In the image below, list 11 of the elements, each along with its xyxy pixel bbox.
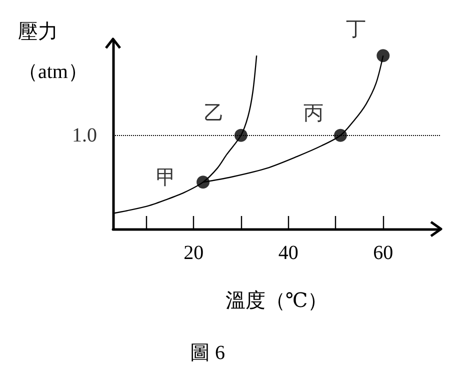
- caption: 圖 6: [190, 342, 225, 364]
- x-tick-label: 20: [184, 242, 204, 264]
- annotation: 乙: [204, 102, 224, 124]
- x-tick-label: 60: [373, 242, 394, 264]
- annotation: 丁: [346, 18, 366, 41]
- x-tick-label: 40: [278, 242, 298, 264]
- annotation: 甲: [156, 167, 176, 190]
- x-axis-title: 溫度（℃）: [225, 290, 328, 312]
- text: 1.0: [72, 124, 97, 146]
- annotation: 丙: [303, 102, 324, 124]
- y-axis-title: 壓力（atm）: [18, 20, 88, 85]
